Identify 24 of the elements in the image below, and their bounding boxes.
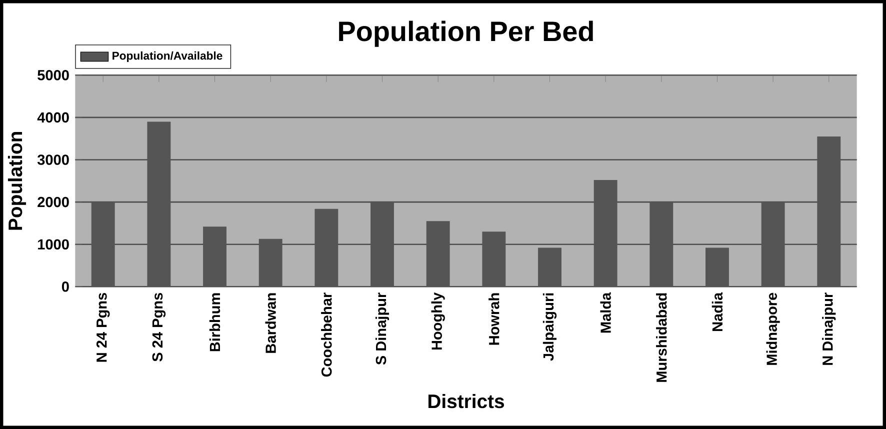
- legend-label: Population/Available: [112, 51, 222, 62]
- x-axis-title: Districts: [428, 394, 504, 408]
- x-tick-label: Nadia: [712, 292, 723, 331]
- x-tick-label: Birbhum: [209, 293, 220, 352]
- x-tick-label: S 24 Pgns: [152, 292, 166, 362]
- x-tick-label: Howrah: [488, 293, 500, 345]
- y-tick-label: 1000: [38, 239, 69, 250]
- x-tick-label: Malda: [600, 292, 611, 333]
- x-tick-label: N 24 Pgns: [96, 292, 110, 362]
- y-axis-title: Population: [8, 132, 26, 230]
- chart-title: Population Per Bed: [339, 20, 593, 47]
- x-tick-label: Murshidabad: [656, 293, 667, 382]
- x-tick-label: S Dinajpur: [375, 292, 390, 365]
- x-tick-label: Hooghly: [431, 292, 445, 350]
- y-tick-label: 5000: [38, 70, 69, 80]
- x-tick-label: Coochbehar: [321, 292, 332, 377]
- y-tick-label: 4000: [37, 112, 69, 123]
- x-tick-label: Jalpaiguri: [542, 293, 557, 361]
- x-tick-label: Bardwan: [265, 293, 276, 353]
- y-tick-label: 2000: [38, 196, 69, 208]
- x-tick-label: Midnapore: [766, 292, 780, 365]
- y-tick-label: 0: [62, 281, 69, 292]
- x-tick-label: N Dinajpur: [822, 292, 836, 365]
- y-tick-label: 3000: [37, 154, 69, 165]
